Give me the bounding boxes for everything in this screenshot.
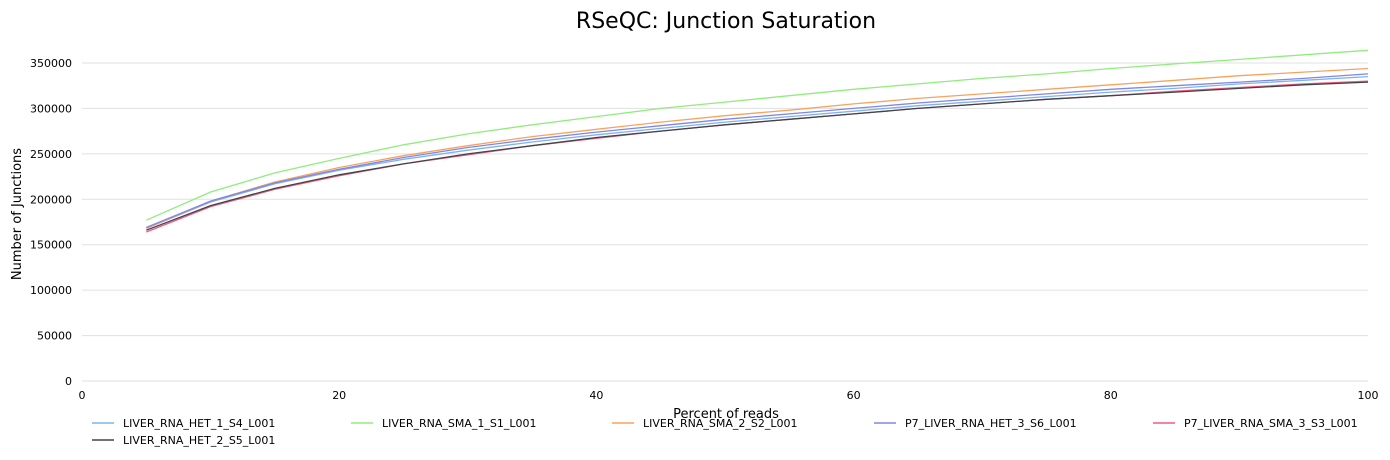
- legend-item[interactable]: LIVER_RNA_SMA_1_S1_L001: [351, 417, 537, 430]
- y-tick-label: 150000: [30, 239, 72, 252]
- y-axis-label: Number of Junctions: [10, 148, 25, 280]
- series-lines: [146, 49, 1369, 233]
- x-tick-label: 20: [332, 389, 346, 402]
- series-line[interactable]: [146, 75, 1369, 230]
- grid: [82, 62, 1368, 382]
- series-line[interactable]: [146, 49, 1369, 221]
- y-tick-label: 250000: [30, 148, 72, 161]
- legend: LIVER_RNA_HET_1_S4_L001 LIVER_RNA_SMA_1_S…: [92, 417, 1358, 447]
- y-tick-label: 350000: [30, 57, 72, 70]
- x-axis-label: Percent of reads: [673, 407, 779, 422]
- legend-item[interactable]: LIVER_RNA_SMA_2_S2_L001: [612, 417, 798, 430]
- legend-item[interactable]: P7_LIVER_RNA_HET_3_S6_L001: [874, 417, 1077, 430]
- y-axis-ticks: 0 50000 100000 150000 200000 250000 300000 3500…: [30, 57, 72, 388]
- x-tick-label: 60: [847, 389, 861, 402]
- x-tick-label: 100: [1358, 389, 1379, 402]
- y-tick-label: 300000: [30, 102, 72, 115]
- legend-item[interactable]: P7_LIVER_RNA_SMA_3_S3_L001: [1153, 417, 1358, 430]
- legend-label: LIVER_RNA_SMA_2_S2_L001: [643, 417, 798, 430]
- y-tick-label: 200000: [30, 193, 72, 206]
- legend-label: LIVER_RNA_HET_1_S4_L001: [123, 417, 275, 430]
- legend-item[interactable]: LIVER_RNA_HET_2_S5_L001: [92, 434, 275, 447]
- legend-label: LIVER_RNA_HET_2_S5_L001: [123, 434, 275, 447]
- x-tick-label: 0: [79, 389, 86, 402]
- legend-label: P7_LIVER_RNA_SMA_3_S3_L001: [1184, 417, 1358, 430]
- x-tick-label: 80: [1104, 389, 1118, 402]
- y-tick-label: 50000: [37, 330, 72, 343]
- legend-label: P7_LIVER_RNA_HET_3_S6_L001: [905, 417, 1077, 430]
- series-line[interactable]: [146, 73, 1369, 229]
- series-line[interactable]: [146, 67, 1369, 229]
- x-tick-label: 40: [589, 389, 603, 402]
- series-line[interactable]: [146, 80, 1369, 233]
- legend-label: LIVER_RNA_SMA_1_S1_L001: [382, 417, 537, 430]
- chart-title: RSeQC: Junction Saturation: [576, 9, 876, 34]
- x-axis-ticks: 0 20 40 60 80 100: [79, 389, 1379, 402]
- legend-item[interactable]: LIVER_RNA_HET_1_S4_L001: [92, 417, 275, 430]
- y-tick-label: 100000: [30, 284, 72, 297]
- series-line[interactable]: [146, 81, 1369, 231]
- y-tick-label: 0: [65, 375, 72, 388]
